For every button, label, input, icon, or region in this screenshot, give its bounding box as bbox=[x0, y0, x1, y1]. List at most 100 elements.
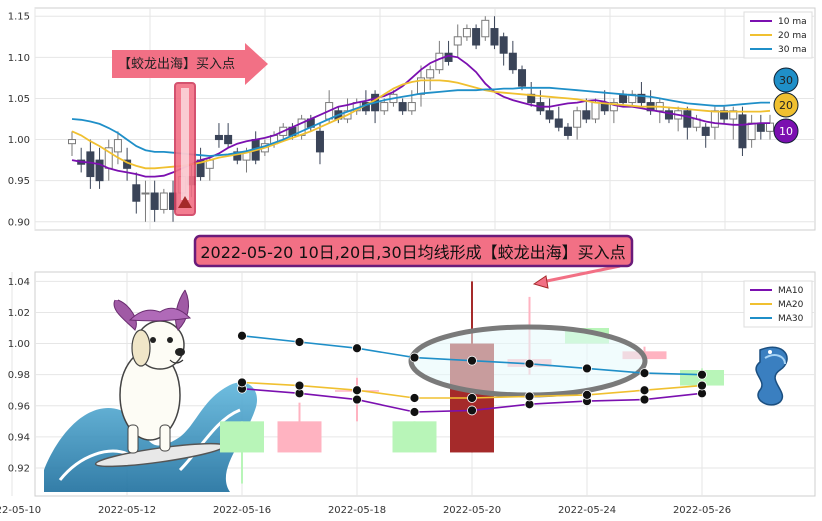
top-candle-body bbox=[582, 110, 591, 120]
legend-bottom-ma30: MA30 bbox=[778, 314, 804, 324]
bottom-y-tick-label: 0.96 bbox=[8, 401, 30, 412]
bottom-ma-point bbox=[409, 393, 420, 403]
callout-arrow bbox=[112, 43, 268, 85]
callout-label: 【蛟龙出海】买入点 bbox=[118, 57, 235, 72]
top-candle-body bbox=[508, 52, 517, 71]
top-signal-highlight bbox=[174, 82, 196, 216]
legend-ma20: 20 ma bbox=[778, 31, 807, 41]
bottom-ma-point bbox=[409, 352, 420, 363]
top-candle-body bbox=[573, 110, 582, 128]
legend-ma30: 30 ma bbox=[778, 45, 807, 55]
top-candle-body bbox=[664, 110, 673, 120]
top-y-tick-label: 1.05 bbox=[8, 94, 30, 105]
bottom-y-tick-label: 1.04 bbox=[8, 277, 30, 288]
top-candle-body bbox=[150, 192, 159, 210]
signal-banner: 2022-05-20 10日,20日,30日均线形成【蛟龙出海】买入点 bbox=[193, 234, 634, 268]
badge-10: 10 bbox=[779, 125, 793, 138]
bottom-ma-point bbox=[352, 394, 362, 405]
bottom-ma-point bbox=[639, 394, 650, 405]
top-candle-body bbox=[563, 126, 572, 136]
bottom-ma-point bbox=[237, 377, 247, 388]
bottom-x-axis: 2022-05-10 2022-05-12 2022-05-16 2022-05-18… bbox=[0, 505, 731, 516]
legend-ma10: 10 ma bbox=[778, 17, 807, 27]
top-candle-body bbox=[747, 122, 756, 141]
top-candle-body bbox=[435, 52, 444, 71]
top-candle-body bbox=[490, 28, 499, 46]
ma-badges: 30 20 10 bbox=[773, 67, 799, 144]
banner-pointer-arrow bbox=[532, 264, 621, 289]
top-candle-body bbox=[591, 102, 600, 120]
top-candle-body bbox=[159, 192, 168, 210]
top-candle-body bbox=[554, 118, 563, 128]
top-candle-body bbox=[683, 110, 692, 128]
top-candle-body bbox=[472, 28, 481, 46]
bottom-legend: MA10 MA20 MA30 bbox=[743, 280, 813, 328]
badge-30: 30 bbox=[779, 74, 793, 87]
top-candle-body bbox=[756, 122, 765, 132]
top-candle-body bbox=[95, 159, 104, 182]
bottom-x-tick-label: 2022-05-26 bbox=[673, 505, 731, 516]
bottom-y-tick-label: 0.92 bbox=[8, 464, 30, 475]
top-candle-body bbox=[141, 192, 150, 195]
bottom-x-tick-label: 2022-05-24 bbox=[558, 505, 616, 516]
top-candle-body bbox=[766, 122, 774, 132]
top-candle-body bbox=[609, 102, 618, 112]
top-candle-body bbox=[86, 151, 95, 178]
bottom-ma-point bbox=[467, 355, 477, 366]
surfing-dog-illustration bbox=[44, 289, 258, 492]
legend-bottom-ma10: MA10 bbox=[778, 286, 804, 296]
bottom-ma-point bbox=[697, 380, 707, 391]
bottom-y-tick-label: 1.00 bbox=[8, 339, 30, 350]
top-candle-body bbox=[407, 102, 416, 112]
top-y-axis: 0.90 0.95 1.00 1.05 1.10 1.15 bbox=[8, 12, 30, 229]
bottom-ma-point bbox=[639, 368, 650, 379]
top-grid bbox=[34, 8, 815, 230]
dragon-illustration bbox=[755, 346, 788, 406]
top-y-tick-label: 1.00 bbox=[8, 135, 30, 146]
bottom-ma-point bbox=[697, 369, 707, 380]
top-candle-body bbox=[637, 93, 646, 104]
top-y-tick-label: 1.10 bbox=[8, 53, 30, 64]
top-candle-body bbox=[619, 93, 628, 104]
bottom-ma-point bbox=[237, 330, 247, 341]
top-candle-body bbox=[462, 28, 471, 38]
bottom-x-tick-label: 2022-05-10 bbox=[0, 505, 41, 516]
top-candle-body bbox=[113, 139, 122, 153]
bottom-ma-point bbox=[467, 393, 477, 403]
bottom-ma-point bbox=[639, 385, 650, 396]
bottom-ma-point bbox=[409, 407, 420, 417]
top-legend: 10 ma 20 ma 30 ma bbox=[743, 11, 813, 59]
bottom-ma-point bbox=[352, 385, 362, 396]
bottom-x-tick-label: 2022-05-20 bbox=[443, 505, 501, 516]
top-candle-body bbox=[499, 36, 508, 54]
top-candle-body bbox=[481, 19, 490, 38]
bottom-ma-point bbox=[294, 337, 305, 347]
bottom-ma-point bbox=[352, 343, 362, 354]
banner-text: 2022-05-20 10日,20日,30日均线形成【蛟龙出海】买入点 bbox=[200, 243, 625, 262]
top-candle-body bbox=[518, 69, 527, 87]
top-candle-body bbox=[710, 110, 719, 128]
top-candle-body bbox=[380, 102, 389, 112]
bottom-y-tick-label: 1.02 bbox=[8, 308, 30, 319]
top-candle-body bbox=[426, 69, 435, 79]
bottom-ma-point bbox=[582, 389, 592, 400]
top-candle-body bbox=[738, 114, 747, 149]
badge-20: 20 bbox=[779, 99, 793, 112]
bottom-y-tick-label: 0.94 bbox=[8, 432, 30, 443]
top-candle-body bbox=[224, 134, 233, 145]
legend-bottom-ma20: MA20 bbox=[778, 300, 804, 310]
bottom-y-axis: 0.92 0.94 0.96 0.98 1.00 1.02 1.04 bbox=[8, 277, 30, 475]
top-candle-body bbox=[701, 126, 710, 136]
top-candle-body bbox=[453, 36, 462, 46]
top-candle-body bbox=[68, 139, 76, 145]
bottom-x-tick-label: 2022-05-18 bbox=[328, 505, 386, 516]
top-candle-body bbox=[132, 184, 141, 202]
bottom-ma-point bbox=[582, 363, 592, 374]
bottom-bar-body bbox=[277, 421, 322, 453]
bottom-ma-point bbox=[524, 358, 535, 369]
top-candle-body bbox=[398, 102, 407, 112]
top-y-tick-label: 0.95 bbox=[8, 176, 30, 187]
bottom-bar-body bbox=[220, 421, 264, 453]
top-candle-body bbox=[214, 134, 223, 141]
